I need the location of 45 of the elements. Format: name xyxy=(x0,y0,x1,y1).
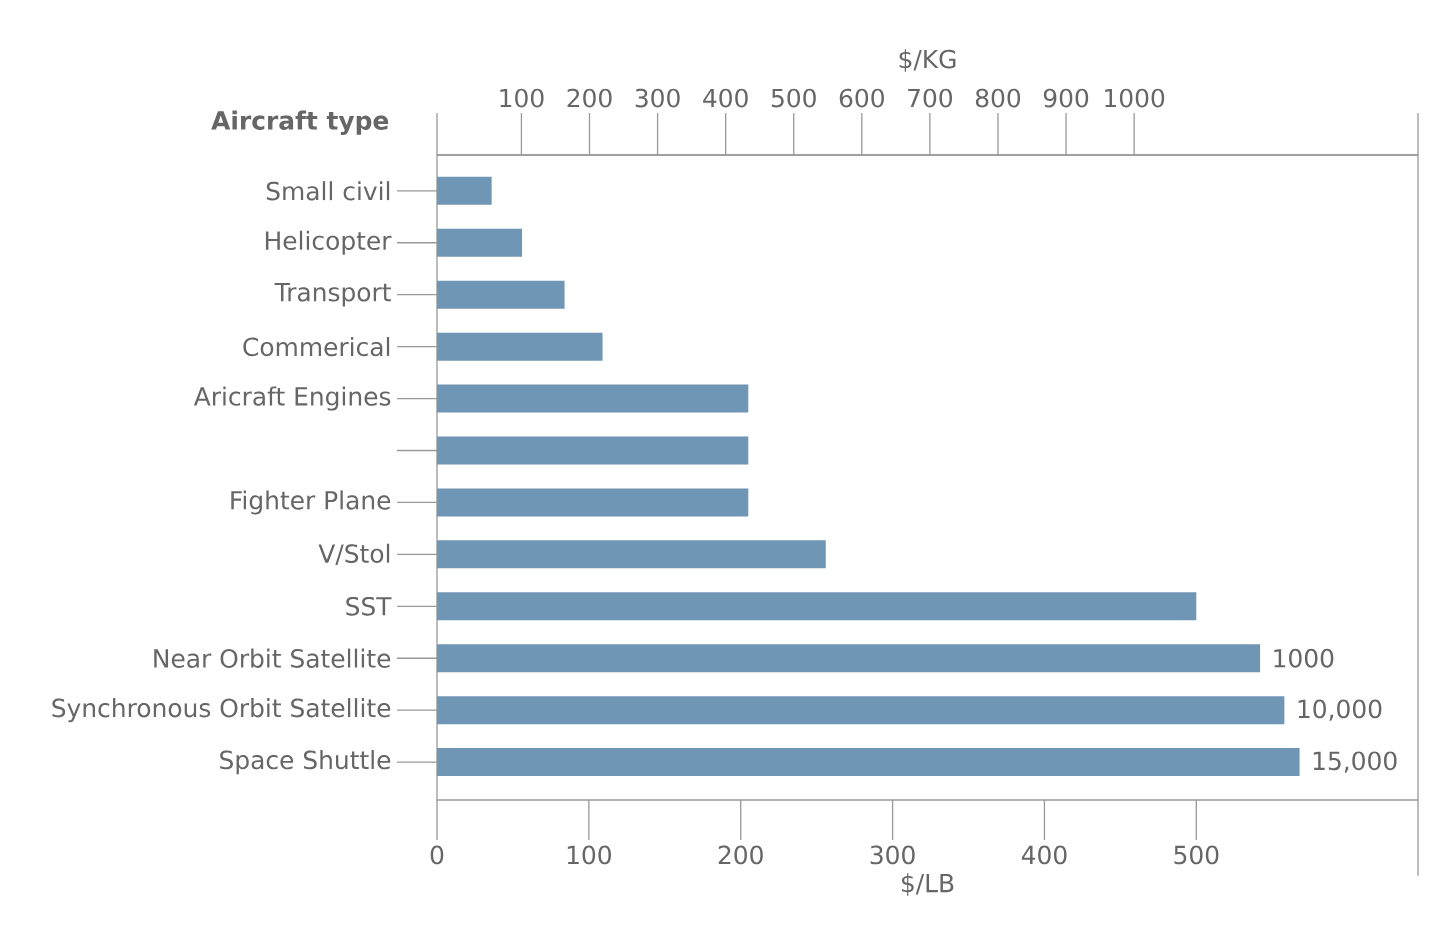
bar xyxy=(437,488,749,517)
y-tick-label: SST xyxy=(346,596,392,616)
x-tick-label: 500 xyxy=(1174,845,1219,865)
x2-tick-label: 400 xyxy=(703,88,748,108)
bar xyxy=(437,332,603,361)
x2-tick-label: 300 xyxy=(635,88,680,108)
bar xyxy=(437,228,523,257)
x2-tick-label: 1000 xyxy=(1105,88,1165,108)
x2-tick-label: 700 xyxy=(908,88,952,108)
y-axis-title: Aircraft type xyxy=(211,110,389,135)
y-tick-label: Transport xyxy=(274,283,391,307)
x-tick-label: 100 xyxy=(567,845,611,865)
y-tick-label: Space Shuttle xyxy=(220,750,391,775)
y-tick-label: Fighter Plane xyxy=(231,490,391,515)
bar xyxy=(437,540,826,569)
y-tick-label: V/Stol xyxy=(318,543,390,565)
bar xyxy=(437,592,1197,621)
x2-axis-title: $/KG xyxy=(899,49,956,72)
bar xyxy=(437,436,749,465)
y-tick-label: Helicopter xyxy=(265,230,392,255)
x-axis-title: $/LB xyxy=(901,873,954,896)
bar xyxy=(437,176,492,205)
x2-tick-label: 800 xyxy=(975,88,1021,108)
x2-tick-label: 600 xyxy=(839,88,884,108)
x-tick-label: 400 xyxy=(1021,845,1067,865)
annotation: 15,000 xyxy=(1313,751,1397,773)
bar xyxy=(437,280,565,309)
x2-tick-label: 900 xyxy=(1043,88,1089,108)
x-tick-label: 200 xyxy=(718,845,763,865)
annotation: 10,000 xyxy=(1298,699,1382,721)
annotation: 1000 xyxy=(1274,648,1334,668)
x2-tick-label: 200 xyxy=(567,88,612,108)
y-tick-label: Small civil xyxy=(266,181,390,201)
y-tick-label: Synchronous Orbit Satellite xyxy=(52,698,391,723)
y-tick-label: Commerical xyxy=(243,337,390,357)
bar xyxy=(437,696,1285,725)
y-tick-label: Near Orbit Satellite xyxy=(154,648,391,668)
y-tick-label: Aricraft Engines xyxy=(193,386,391,411)
bar xyxy=(437,644,1261,673)
bar xyxy=(437,748,1300,777)
x-tick-label: 0 xyxy=(430,845,444,865)
bar xyxy=(437,384,749,413)
x-tick-label: 300 xyxy=(870,845,915,865)
x2-tick-label: 500 xyxy=(771,88,816,108)
x2-tick-label: 100 xyxy=(500,88,544,108)
